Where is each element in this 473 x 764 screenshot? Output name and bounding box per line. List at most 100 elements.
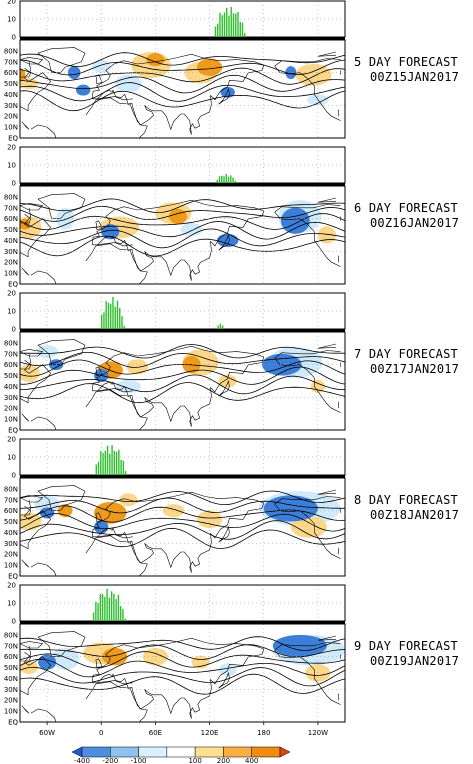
histogram-y-tick: 20 [7, 582, 16, 590]
map-lat-tick: 50N [4, 226, 18, 234]
coastline-greenland [37, 485, 86, 511]
height-contour [20, 359, 345, 377]
map-lat-tick: 50N [4, 80, 18, 88]
histogram-y-tick: 0 [12, 618, 16, 626]
anomaly-shading [20, 345, 326, 393]
coastline-africa [85, 535, 148, 576]
height-contour [20, 366, 345, 385]
height-contour [20, 497, 345, 514]
map-lat-tick: 80N [4, 339, 18, 347]
forecast-label: 9 DAY FORECAST [354, 639, 458, 653]
map-plot: 80N 70N 60N 50N 40N 30N 20N 10N EQ [4, 477, 346, 581]
map-lat-tick: 70N [4, 350, 18, 358]
map-frame [19, 331, 346, 431]
height-contour [20, 651, 345, 669]
map-plot: 80N 70N 60N 50N 40N 30N 20N 10N EQ [4, 185, 346, 289]
forecast-panel-5-day: 20 10 0 80N 70N 60N 50N 40N 30N 20N 10N EQ 5 DAY FOR… [4, 0, 459, 143]
height-contour [20, 673, 345, 695]
coastlines [20, 485, 341, 576]
map-lat-tick: 60N [4, 507, 18, 515]
map-lat-tick: 40N [4, 383, 18, 391]
map-lat-tick: 40N [4, 529, 18, 537]
map-lon-tick: 180 [257, 729, 270, 737]
coastline-greenland [37, 193, 86, 219]
positive-anomaly [146, 53, 165, 67]
histogram-frame [19, 292, 346, 330]
coastlines [20, 47, 341, 138]
coastline-baffin [20, 57, 44, 65]
histogram-y-tick: 20 [7, 290, 16, 298]
negative-anomaly [114, 74, 142, 93]
coastline-northAmerica [274, 211, 341, 267]
map-frame [19, 39, 346, 139]
coastline-hudson [20, 652, 32, 662]
coastline-hudson [20, 360, 32, 370]
negative-anomaly [280, 207, 310, 234]
height-contour [20, 374, 345, 395]
height-contour [20, 658, 345, 678]
positive-anomaly [218, 374, 237, 388]
coastline-mediterranean [96, 388, 133, 393]
negative-anomaly [92, 59, 111, 73]
coastlines [20, 193, 341, 284]
coastline-mediterranean [96, 242, 133, 247]
histogram-y-tick: 10 [7, 162, 16, 170]
forecast-label: 8 DAY FORECAST [354, 493, 458, 507]
histogram-plot: 20 10 0 [7, 0, 346, 42]
forecast-label: 7 DAY FORECAST [354, 347, 458, 361]
colorbar-label: 100 [188, 757, 201, 764]
map-plot: 80N 70N 60N 50N 40N 30N 20N 10N EQ [4, 623, 346, 727]
colorbar-arrow-low [71, 746, 83, 758]
height-contour [20, 82, 345, 102]
positive-anomaly [20, 68, 26, 82]
map-lon-tick: 0 [99, 729, 103, 737]
coastline-greenland [37, 339, 86, 365]
map-lat-tick: EQ [8, 281, 18, 289]
positive-anomaly [162, 504, 185, 518]
map-lat-tick: 80N [4, 631, 18, 639]
map-lat-tick: 30N [4, 248, 18, 256]
valid-time: 00Z18JAN2017 [370, 508, 459, 522]
histogram-baseline [20, 37, 345, 40]
coastline-arctic_is [317, 200, 337, 203]
map-lat-tick: 80N [4, 193, 18, 201]
coastline-southAmerica [30, 270, 57, 284]
valid-time: 00Z17JAN2017 [370, 362, 459, 376]
coastline-northAmerica [21, 705, 30, 714]
positive-anomaly [196, 510, 223, 529]
positive-anomaly [290, 516, 327, 538]
coastline-britain [95, 658, 103, 668]
coastline-northAmerica [274, 350, 341, 359]
colorbar-label: -400 [74, 757, 90, 764]
negative-anomaly [220, 86, 235, 98]
height-contour [20, 513, 345, 532]
forecast-panel-6-day: 20 10 0 80N 70N 60N 50N 40N 30N 20N 10N EQ 6 DAY FOR… [4, 144, 459, 289]
map-lat-tick: 20N [4, 551, 18, 559]
map-lat-tick: 20N [4, 113, 18, 121]
coastline-arctic_is [317, 635, 337, 641]
histogram-y-tick: 0 [12, 326, 16, 334]
map-lon-tick: 120W [308, 729, 328, 737]
coastline-baffin [20, 203, 44, 211]
forecast-label: 6 DAY FORECAST [354, 201, 458, 215]
histogram-baseline [20, 621, 345, 624]
coastline-japan [218, 379, 230, 397]
coastline-japan [218, 525, 230, 543]
colorbar-segment [166, 746, 196, 758]
coastline-hudson [20, 506, 32, 516]
histogram-y-tick: 10 [7, 16, 16, 24]
negative-anomaly [101, 224, 120, 240]
histogram-plot: 20 10 0 [7, 582, 346, 626]
coastline-northAmerica [274, 58, 341, 67]
height-contour [20, 52, 345, 67]
negative-anomaly [285, 66, 297, 80]
coastline-britain [95, 366, 103, 376]
map-lat-tick: 10N [4, 270, 18, 278]
height-contour [20, 527, 345, 549]
map-plot: 80N 70N 60N 50N 40N 30N 20N 10N EQ [4, 331, 346, 435]
colorbar-segment [194, 746, 224, 758]
height-contour [20, 490, 345, 505]
height-contours [20, 198, 345, 257]
colorbar-segment [110, 746, 139, 758]
coastline-eurasia [91, 491, 265, 573]
